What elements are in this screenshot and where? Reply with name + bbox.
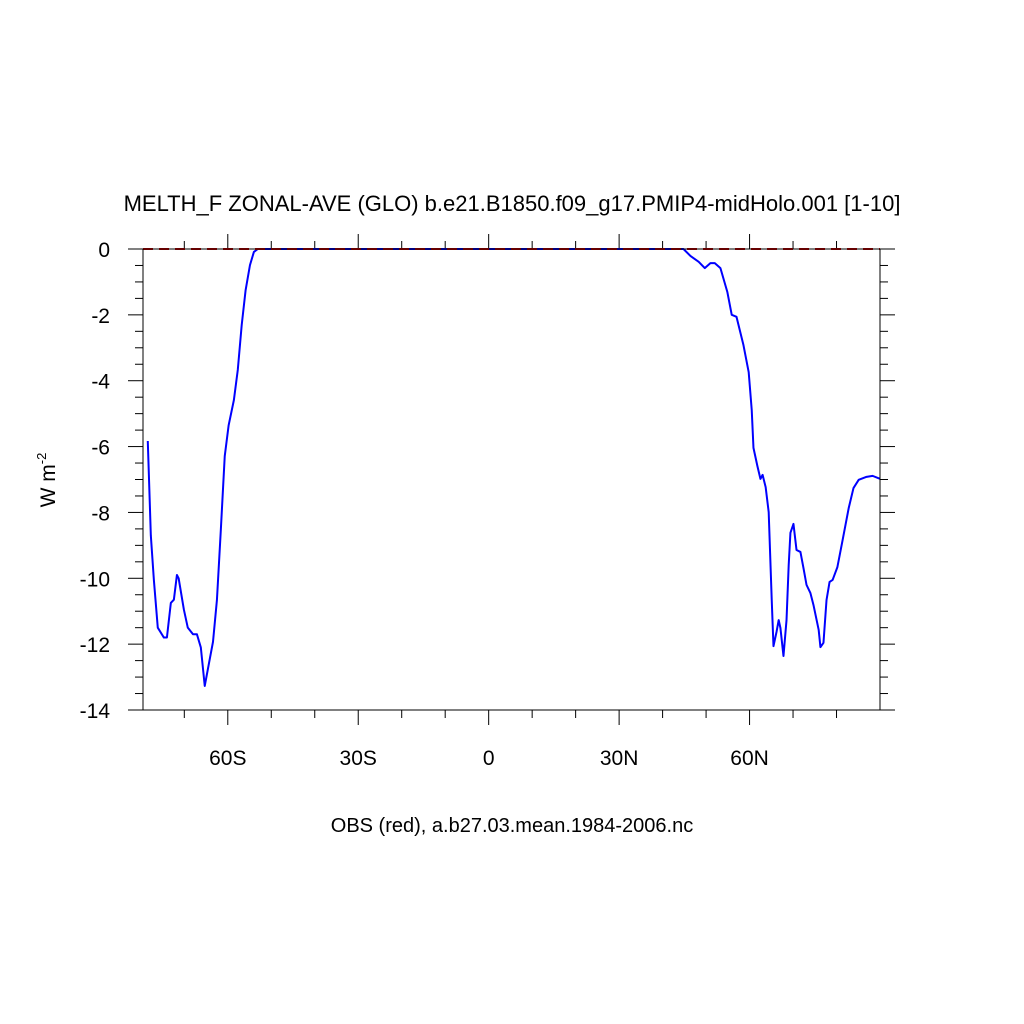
- y-tick-label: -12: [80, 634, 110, 657]
- y-tick-label: -6: [91, 437, 110, 460]
- y-axis-label-text: W m: [37, 464, 60, 507]
- y-axis-label: W m-2: [34, 453, 60, 508]
- y-tick-label: -2: [91, 305, 110, 328]
- y-tick-label: -14: [80, 700, 111, 723]
- data-line: [146, 248, 881, 687]
- x-tick-label: 60N: [730, 747, 769, 770]
- x-tick-label: 30N: [600, 747, 639, 770]
- x-tick-label: 60S: [209, 747, 246, 770]
- x-axis-label: OBS (red), a.b27.03.mean.1984-2006.nc: [331, 815, 693, 837]
- y-axis-label-sup: -2: [34, 453, 49, 465]
- y-tick-label: 0: [98, 239, 110, 262]
- y-tick-label: -8: [91, 502, 110, 525]
- x-tick-label: 0: [483, 747, 495, 770]
- plot-frame: [142, 248, 881, 711]
- x-tick-label: 30S: [340, 747, 377, 770]
- y-tick-label: -4: [91, 371, 110, 394]
- chart-title: MELTH_F ZONAL-AVE (GLO) b.e21.B1850.f09_…: [124, 191, 901, 216]
- y-tick-label: -10: [80, 568, 110, 591]
